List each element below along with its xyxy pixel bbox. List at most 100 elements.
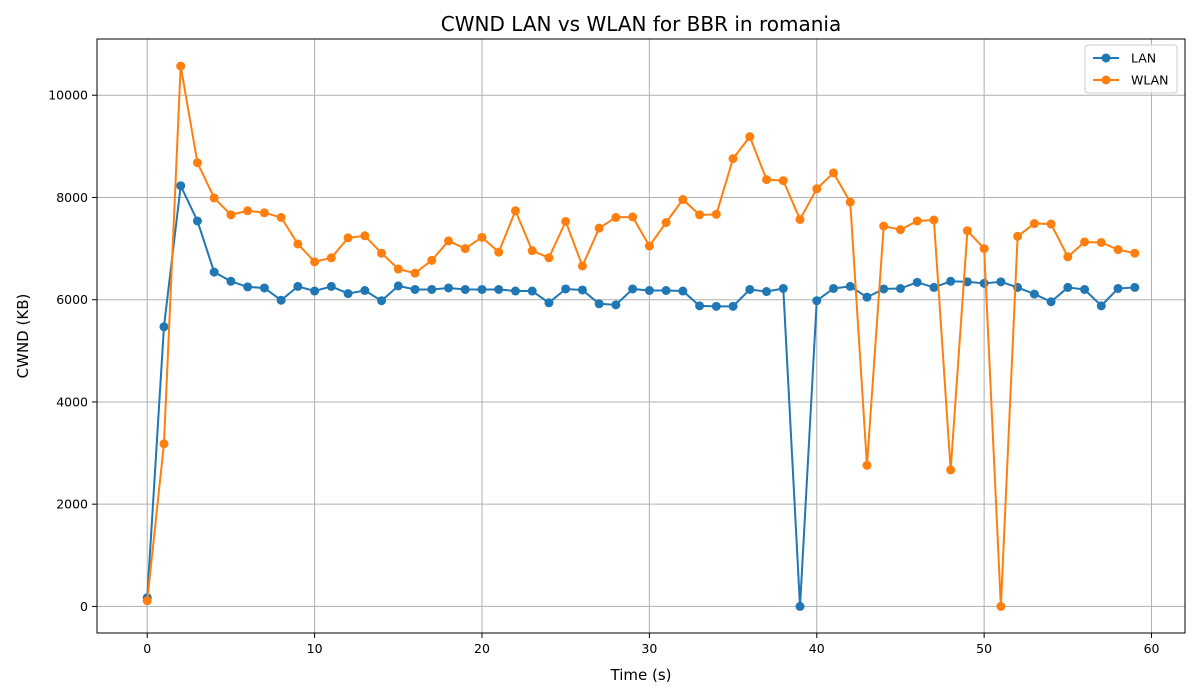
data-point-wlan — [979, 244, 989, 254]
data-point-lan — [1130, 282, 1140, 292]
data-point-wlan — [226, 210, 236, 220]
data-point-lan — [594, 299, 604, 309]
series-layer — [142, 61, 1140, 611]
data-point-wlan — [393, 264, 403, 274]
data-point-lan — [828, 283, 838, 293]
data-point-lan — [795, 601, 805, 611]
data-point-lan — [494, 284, 504, 294]
data-point-wlan — [343, 233, 353, 243]
x-tick-label: 10 — [307, 641, 323, 656]
x-tick-label: 30 — [641, 641, 657, 656]
data-point-wlan — [996, 601, 1006, 611]
data-point-lan — [310, 286, 320, 296]
data-point-wlan — [510, 206, 520, 216]
data-point-wlan — [895, 225, 905, 235]
data-point-wlan — [142, 596, 152, 606]
data-point-lan — [661, 286, 671, 296]
data-point-wlan — [326, 253, 336, 263]
data-point-lan — [695, 301, 705, 311]
data-point-lan — [962, 277, 972, 287]
x-tick-label: 60 — [1144, 641, 1160, 656]
chart-title: CWND LAN vs WLAN for BBR in romania — [441, 12, 841, 36]
data-point-lan — [762, 287, 772, 297]
data-point-wlan — [611, 212, 621, 222]
data-point-lan — [444, 283, 454, 293]
data-point-wlan — [946, 465, 956, 475]
data-point-lan — [377, 296, 387, 306]
data-point-lan — [326, 281, 336, 291]
data-point-wlan — [628, 212, 638, 222]
data-point-lan — [176, 181, 186, 191]
y-tick-label: 0 — [80, 599, 88, 614]
data-point-lan — [343, 289, 353, 299]
y-tick-label: 6000 — [56, 292, 88, 307]
data-point-wlan — [577, 261, 587, 271]
data-point-lan — [192, 216, 202, 226]
series-line-wlan — [146, 65, 1135, 608]
data-point-wlan — [762, 175, 772, 185]
data-point-wlan — [778, 176, 788, 186]
data-point-lan — [410, 284, 420, 294]
data-point-wlan — [544, 253, 554, 263]
data-point-wlan — [377, 248, 387, 258]
data-point-wlan — [410, 268, 420, 278]
x-tick-label: 50 — [976, 641, 992, 656]
x-tick-label: 20 — [474, 641, 490, 656]
data-point-lan — [1080, 284, 1090, 294]
data-point-lan — [226, 276, 236, 286]
y-axis-label: CWND (KB) — [14, 294, 32, 379]
data-point-lan — [427, 284, 437, 294]
data-point-wlan — [1029, 219, 1039, 229]
x-axis-label: Time (s) — [610, 666, 672, 684]
data-point-wlan — [444, 236, 454, 246]
data-point-lan — [912, 277, 922, 287]
data-point-lan — [879, 284, 889, 294]
data-point-wlan — [1046, 219, 1056, 229]
data-point-lan — [644, 286, 654, 296]
data-point-wlan — [644, 241, 654, 251]
data-point-lan — [527, 286, 537, 296]
data-point-lan — [259, 283, 269, 293]
data-point-wlan — [728, 154, 738, 164]
data-point-wlan — [862, 460, 872, 470]
data-point-wlan — [929, 215, 939, 225]
data-point-lan — [1063, 282, 1073, 292]
data-point-lan — [862, 292, 872, 302]
data-point-wlan — [192, 158, 202, 168]
data-point-wlan — [795, 214, 805, 224]
data-point-lan — [293, 281, 303, 291]
data-point-lan — [360, 286, 370, 296]
data-point-lan — [544, 298, 554, 308]
data-point-lan — [1029, 289, 1039, 299]
data-point-wlan — [360, 231, 370, 241]
x-axis: 0 10 20 30 40 50 60 — [143, 633, 1160, 656]
data-point-wlan — [661, 218, 671, 228]
data-point-wlan — [243, 206, 253, 216]
legend-label-lan: LAN — [1131, 51, 1156, 66]
data-point-wlan — [159, 439, 169, 449]
data-point-lan — [728, 301, 738, 311]
data-point-wlan — [209, 193, 219, 203]
x-tick-label: 40 — [809, 641, 825, 656]
data-point-wlan — [745, 132, 755, 142]
data-point-lan — [929, 282, 939, 292]
data-point-lan — [778, 283, 788, 293]
data-point-wlan — [494, 247, 504, 257]
data-point-lan — [276, 295, 286, 305]
data-point-wlan — [527, 246, 537, 256]
data-point-lan — [996, 277, 1006, 287]
data-point-lan — [561, 284, 571, 294]
x-tick-label: 0 — [143, 641, 151, 656]
legend-marker-lan — [1101, 53, 1111, 63]
data-point-wlan — [711, 209, 721, 219]
data-point-lan — [209, 267, 219, 277]
data-point-wlan — [678, 195, 688, 205]
data-point-lan — [812, 296, 822, 306]
data-point-wlan — [427, 255, 437, 265]
y-axis: 0 2000 4000 6000 8000 10000 — [48, 88, 97, 614]
y-tick-label: 4000 — [56, 394, 88, 409]
y-tick-label: 2000 — [56, 497, 88, 512]
data-point-wlan — [912, 216, 922, 226]
